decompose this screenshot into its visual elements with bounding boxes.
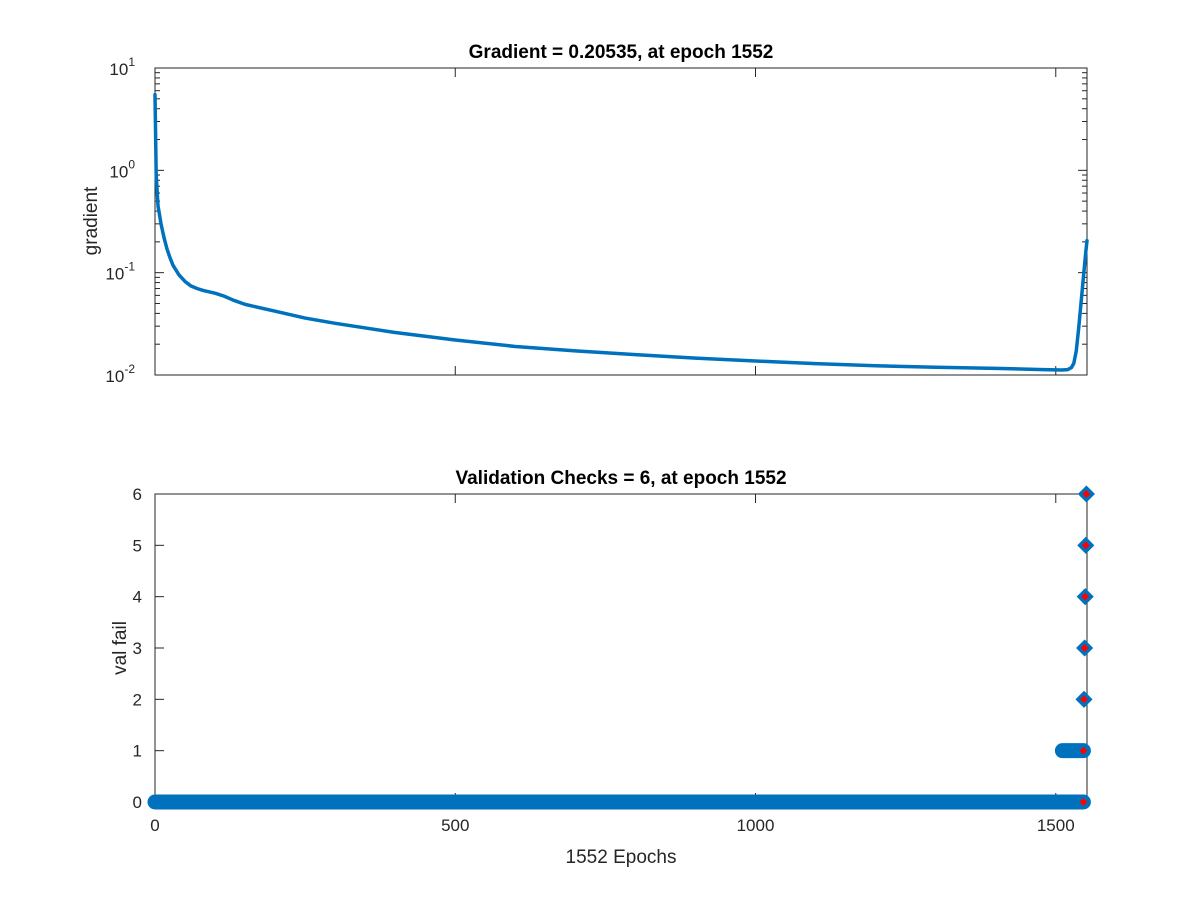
y-tick-label: 2 [133,690,142,709]
x-tick-label: 500 [441,816,469,835]
validation-series [147,485,1095,810]
gradient-y-axis-label: gradient [81,186,102,255]
validation-plot-frame [154,493,1088,803]
validation-best-point [1079,590,1092,603]
y-tick-label: 1 [133,742,142,761]
validation-best-point [1080,487,1093,501]
validation-best-point [1079,539,1092,552]
y-tick-label: 101 [109,55,135,79]
validation-best-point [1077,744,1090,757]
y-tick-label: 100 [109,157,135,181]
gradient-x-ticks [154,68,1057,375]
y-tick-label: 10-2 [105,362,135,386]
gradient-plot-frame [154,67,1088,376]
validation-plot: Validation Checks = 6, at epoch 1552 val… [110,468,1095,868]
x-tick-label: 0 [150,816,159,835]
gradient-plot-title: Gradient = 0.20535, at epoch 1552 [469,42,774,63]
y-tick-label: 4 [133,588,142,607]
validation-plot-title: Validation Checks = 6, at epoch 1552 [455,468,786,489]
y-tick-label: 0 [133,793,142,812]
x-tick-label: 1000 [737,816,775,835]
gradient-line [153,92,1089,372]
validation-y-ticks: 0 1 2 3 4 5 6 [133,485,1087,812]
validation-best-point [1077,795,1090,809]
gradient-y-ticks: 10-2 10-1 100 101 [105,55,1087,386]
y-tick-label: 6 [133,485,142,504]
validation-best-point [1077,693,1091,706]
validation-x-axis-label: 1552 Epochs [566,847,677,868]
y-tick-label: 10-1 [105,260,135,284]
y-tick-label: 3 [133,639,142,658]
validation-x-ticks: 0 500 1000 1500 [150,494,1075,835]
gradient-plot: Gradient = 0.20535, at epoch 1552 gradie… [81,42,1089,386]
x-tick-label: 1500 [1037,816,1075,835]
validation-y-axis-label: val fail [110,621,131,675]
validation-best-point [1078,641,1091,655]
y-tick-label: 5 [133,536,142,555]
gradient-series [153,92,1089,372]
